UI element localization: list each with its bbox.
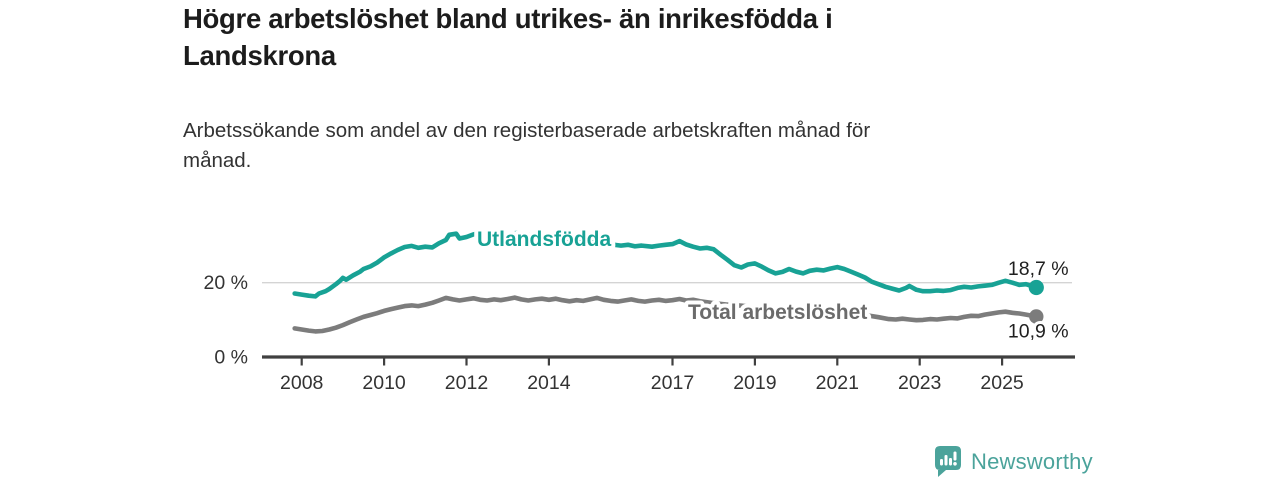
newsworthy-logo-icon <box>934 446 962 478</box>
series-end-dot <box>1029 309 1044 324</box>
chart-subtitle: Arbetssökande som andel av den registerb… <box>183 119 871 172</box>
end-value-label: 10,9 % <box>1008 321 1069 343</box>
x-tick-label: 2014 <box>527 372 571 394</box>
x-tick-label: 2021 <box>816 372 859 394</box>
page-title: Högre arbetslöshet bland utrikes- än inr… <box>183 3 833 71</box>
series-end-dot <box>1028 279 1044 296</box>
x-tick-label: 2010 <box>362 372 406 394</box>
x-tick-label: 2017 <box>651 372 694 394</box>
series-line-total <box>292 295 1039 334</box>
x-tick-label: 2019 <box>733 372 776 394</box>
y-axis-label: 20 % <box>204 272 248 294</box>
brand-name: Newsworthy <box>971 449 1093 474</box>
x-tick-label: 2008 <box>280 372 323 394</box>
series-label: Utlandsfödda <box>477 228 611 251</box>
x-tick-label: 2023 <box>898 372 941 394</box>
x-tick-label: 2025 <box>980 372 1024 394</box>
x-tick-label: 2012 <box>445 372 488 394</box>
y-axis-label: 0 % <box>214 347 248 369</box>
end-value-label: 18,7 % <box>1008 258 1069 280</box>
series-line-utlandsfodda <box>292 230 1039 299</box>
brand-footer: Newsworthy <box>934 446 1093 478</box>
series-label: Total arbetslöshet <box>688 301 867 324</box>
